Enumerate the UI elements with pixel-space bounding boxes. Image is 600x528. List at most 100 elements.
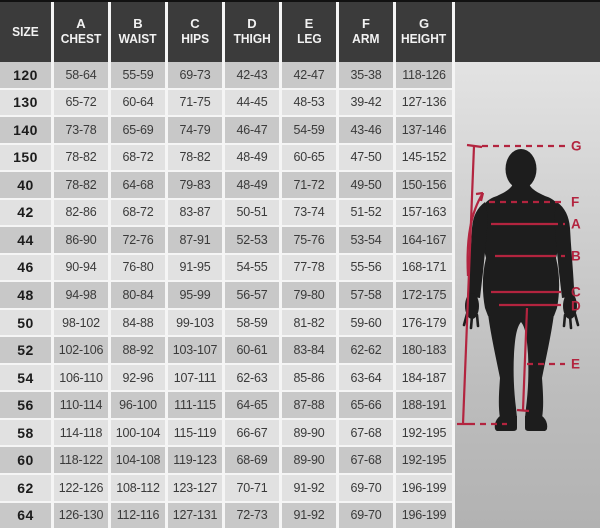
header-letter: E xyxy=(304,16,314,32)
size-cell: 56 xyxy=(0,392,54,418)
header-label: ARM xyxy=(352,31,380,46)
value-cell: 79-83 xyxy=(168,172,225,198)
table-row: 120 58-64 55-59 69-73 42-43 42-47 35-38 118-126 xyxy=(0,62,455,90)
value-cell: 42-47 xyxy=(282,62,339,88)
value-cell: 48-53 xyxy=(282,89,339,116)
value-cell: 96-100 xyxy=(111,392,168,418)
value-cell: 103-107 xyxy=(168,337,225,363)
value-cell: 68-72 xyxy=(111,144,168,171)
value-cell: 56-57 xyxy=(225,282,282,308)
table-row: 48 94-98 80-84 95-99 56-57 79-80 57-58 172-175 xyxy=(0,282,455,310)
header-cell-g: G HEIGHT xyxy=(396,2,455,62)
value-cell: 110-114 xyxy=(54,392,111,418)
value-cell: 89-90 xyxy=(282,447,339,473)
value-cell: 53-54 xyxy=(339,227,396,253)
value-cell: 77-78 xyxy=(282,254,339,281)
value-cell: 112-116 xyxy=(111,502,168,528)
value-cell: 63-64 xyxy=(339,364,396,391)
value-cell: 58-59 xyxy=(225,309,282,336)
value-cell: 54-59 xyxy=(282,117,339,143)
header-letter: F xyxy=(362,16,370,32)
header-letter: B xyxy=(133,16,143,32)
value-cell: 78-82 xyxy=(54,172,111,198)
value-cell: 42-43 xyxy=(225,62,282,88)
measure-label-f: F xyxy=(571,195,579,210)
value-cell: 48-49 xyxy=(225,172,282,198)
size-cell: 60 xyxy=(0,447,54,473)
size-cell: 140 xyxy=(0,117,54,143)
table-row: 40 78-82 64-68 79-83 48-49 71-72 49-50 150-156 xyxy=(0,172,455,200)
value-cell: 168-171 xyxy=(396,254,455,281)
value-cell: 57-58 xyxy=(339,282,396,308)
value-cell: 99-103 xyxy=(168,309,225,336)
size-cell: 62 xyxy=(0,474,54,501)
value-cell: 71-72 xyxy=(282,172,339,198)
table-row: 140 73-78 65-69 74-79 46-47 54-59 43-46 137-146 xyxy=(0,117,455,145)
value-cell: 69-73 xyxy=(168,62,225,88)
value-cell: 102-106 xyxy=(54,337,111,363)
value-cell: 150-156 xyxy=(396,172,455,198)
value-cell: 72-76 xyxy=(111,227,168,253)
measure-label-b: B xyxy=(571,249,581,264)
value-cell: 196-199 xyxy=(396,502,455,528)
value-cell: 46-47 xyxy=(225,117,282,143)
header-cell-e: E LEG xyxy=(282,2,339,62)
value-cell: 157-163 xyxy=(396,199,455,226)
inner-leg-line xyxy=(521,307,529,411)
value-cell: 88-92 xyxy=(111,337,168,363)
header-label: LEG xyxy=(296,31,322,46)
value-cell: 54-55 xyxy=(225,254,282,281)
header-cell-b: B WAIST xyxy=(111,2,168,62)
value-cell: 126-130 xyxy=(54,502,111,528)
value-cell: 90-94 xyxy=(54,254,111,281)
value-cell: 81-82 xyxy=(282,309,339,336)
header-filler xyxy=(455,2,600,62)
value-cell: 172-175 xyxy=(396,282,455,308)
value-cell: 192-195 xyxy=(396,419,455,446)
size-cell: 64 xyxy=(0,502,54,528)
value-cell: 62-62 xyxy=(339,337,396,363)
header-label: SIZE xyxy=(12,23,39,39)
value-cell: 91-92 xyxy=(282,502,339,528)
value-cell: 83-84 xyxy=(282,337,339,363)
header-letter: G xyxy=(418,16,430,32)
value-cell: 51-52 xyxy=(339,199,396,226)
value-cell: 58-64 xyxy=(54,62,111,88)
value-cell: 69-70 xyxy=(339,474,396,501)
value-cell: 127-131 xyxy=(168,502,225,528)
value-cell: 68-72 xyxy=(111,199,168,226)
value-cell: 60-61 xyxy=(225,337,282,363)
value-cell: 60-65 xyxy=(282,144,339,171)
measurement-lines xyxy=(457,143,565,426)
value-cell: 65-69 xyxy=(111,117,168,143)
value-cell: 95-99 xyxy=(168,282,225,308)
size-cell: 150 xyxy=(0,144,54,171)
value-cell: 114-118 xyxy=(54,419,111,446)
value-cell: 52-53 xyxy=(225,227,282,253)
value-cell: 74-79 xyxy=(168,117,225,143)
value-cell: 73-78 xyxy=(54,117,111,143)
value-cell: 76-80 xyxy=(111,254,168,281)
size-cell: 54 xyxy=(0,364,54,391)
header-letter: A xyxy=(76,16,86,32)
value-cell: 78-82 xyxy=(168,144,225,171)
height-top-tick xyxy=(466,143,483,149)
value-cell: 123-127 xyxy=(168,474,225,501)
height-measure-line xyxy=(461,145,476,425)
value-cell: 118-126 xyxy=(396,62,455,88)
table-row: 56 110-114 96-100 111-115 64-65 87-88 65-66 188… xyxy=(0,392,455,420)
value-cell: 115-119 xyxy=(168,419,225,446)
value-cell: 39-42 xyxy=(339,89,396,116)
table-row: 50 98-102 84-88 99-103 58-59 81-82 59-60 176-17… xyxy=(0,309,455,338)
value-cell: 188-191 xyxy=(396,392,455,418)
header-cell-size: SIZE xyxy=(0,2,54,62)
value-cell: 91-92 xyxy=(282,474,339,501)
value-cell: 35-38 xyxy=(339,62,396,88)
value-cell: 75-76 xyxy=(282,227,339,253)
value-cell: 72-73 xyxy=(225,502,282,528)
value-cell: 86-90 xyxy=(54,227,111,253)
size-cell: 130 xyxy=(0,89,54,116)
size-cell: 120 xyxy=(0,62,54,88)
value-cell: 64-68 xyxy=(111,172,168,198)
value-cell: 78-82 xyxy=(54,144,111,171)
